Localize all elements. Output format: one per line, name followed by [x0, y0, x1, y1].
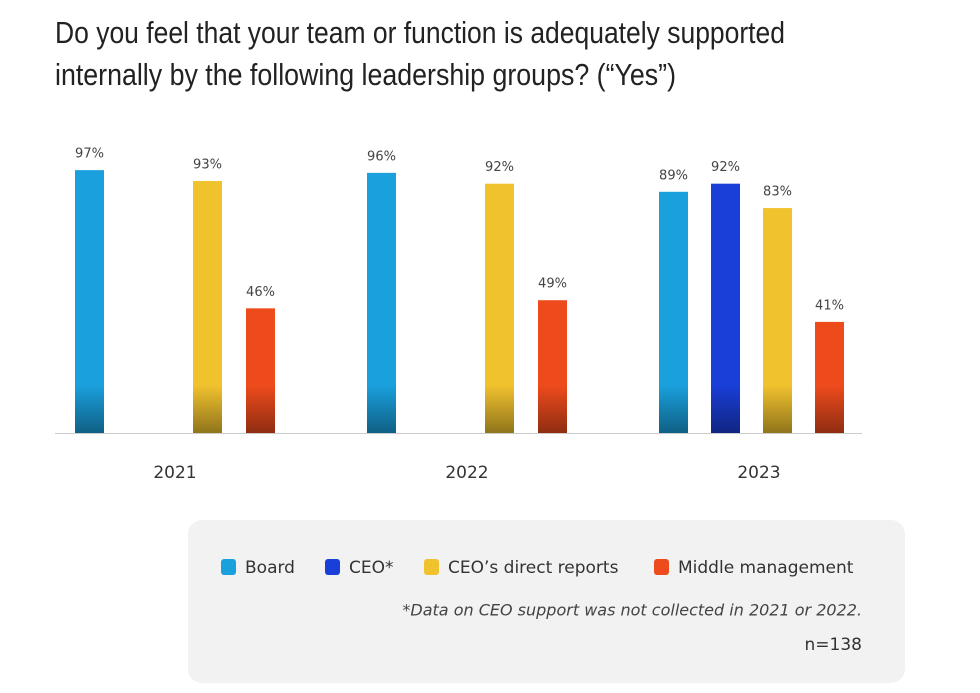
- value-label: 89%: [659, 168, 688, 183]
- bar-shade: [538, 385, 567, 433]
- bar-shade: [711, 385, 740, 433]
- bar-shade: [193, 385, 222, 433]
- legend-swatch: [221, 559, 236, 575]
- chart-title: internally by the following leadership g…: [55, 57, 676, 92]
- value-label: 41%: [815, 298, 844, 313]
- legend-label: Board: [245, 558, 295, 578]
- sample-size: n=138: [805, 635, 862, 655]
- legend-label: Middle management: [678, 558, 854, 578]
- value-label: 93%: [193, 157, 222, 172]
- bar-shade: [246, 385, 275, 433]
- bar-shade: [815, 385, 844, 433]
- legend-box: [188, 520, 905, 683]
- bar-shade: [367, 385, 396, 433]
- legend-swatch: [325, 559, 340, 575]
- footnote: *Data on CEO support was not collected i…: [402, 601, 862, 620]
- value-label: 83%: [763, 185, 792, 200]
- bar-shade: [75, 385, 104, 433]
- x-tick-label: 2022: [445, 463, 488, 483]
- x-tick-label: 2023: [737, 463, 780, 483]
- legend-label: CEO’s direct reports: [448, 558, 619, 578]
- value-label: 96%: [367, 149, 396, 164]
- value-label: 46%: [246, 285, 275, 300]
- bar-shade: [763, 385, 792, 433]
- x-tick-label: 2021: [153, 463, 196, 483]
- bar-shade: [485, 385, 514, 433]
- legend-label: CEO*: [349, 558, 394, 578]
- chart-title: Do you feel that your team or function i…: [55, 15, 785, 50]
- value-label: 92%: [485, 160, 514, 175]
- bar-shade: [659, 385, 688, 433]
- value-label: 92%: [711, 160, 740, 175]
- value-label: 97%: [75, 147, 104, 162]
- legend-swatch: [654, 559, 669, 575]
- value-label: 49%: [538, 277, 567, 292]
- legend-swatch: [424, 559, 439, 575]
